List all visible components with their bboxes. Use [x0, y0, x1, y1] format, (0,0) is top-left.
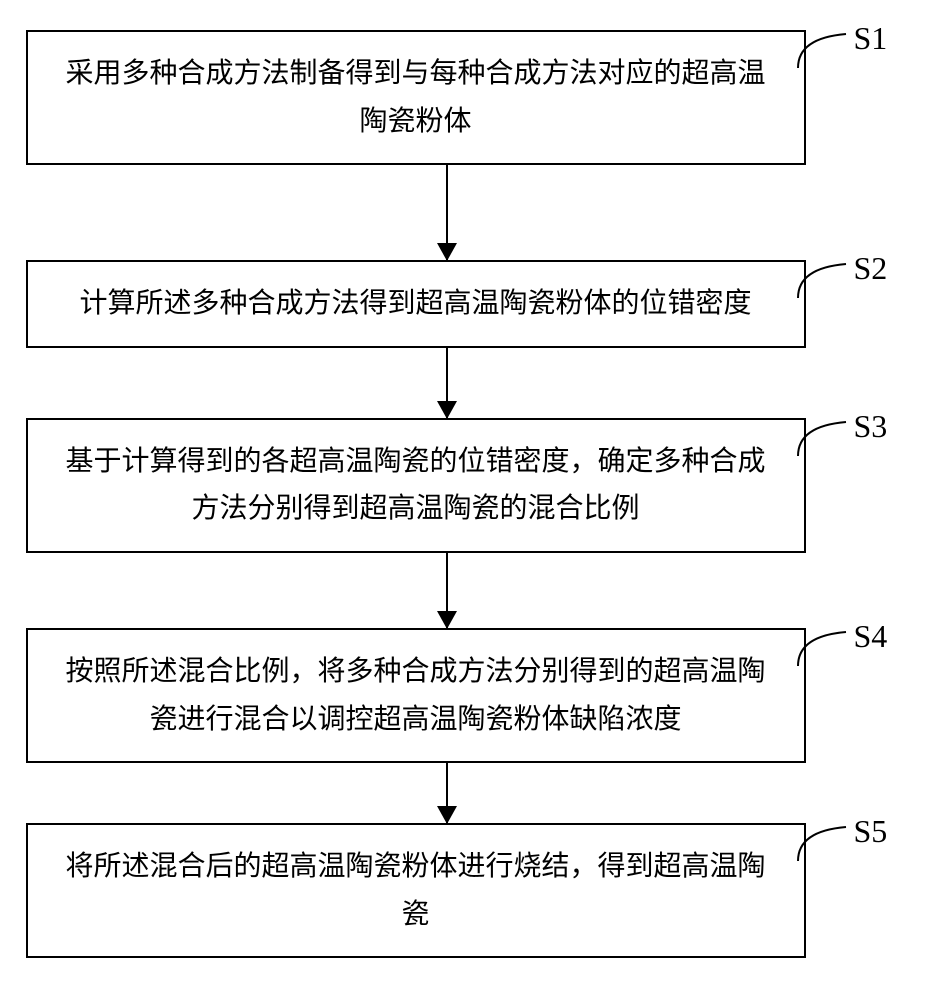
arrow-s3-s4 [446, 553, 448, 628]
step-label-s2: S2 [854, 250, 888, 287]
arrow-s4-s5 [446, 763, 448, 823]
step-box-s3: 基于计算得到的各超高温陶瓷的位错密度，确定多种合成方法分别得到超高温陶瓷的混合比… [26, 418, 806, 553]
flowchart-container: 采用多种合成方法制备得到与每种合成方法对应的超高温陶瓷粉体 S1 计算所述多种合… [26, 30, 926, 958]
arrow-s1-s2 [446, 165, 448, 260]
step-label-s4: S4 [854, 618, 888, 655]
step-box-s5: 将所述混合后的超高温陶瓷粉体进行烧结，得到超高温陶瓷 [26, 823, 806, 958]
arrow-s2-s3 [446, 348, 448, 418]
step-box-s2: 计算所述多种合成方法得到超高温陶瓷粉体的位错密度 [26, 260, 806, 348]
step-box-s4: 按照所述混合比例，将多种合成方法分别得到的超高温陶瓷进行混合以调控超高温陶瓷粉体… [26, 628, 806, 763]
step-box-s1: 采用多种合成方法制备得到与每种合成方法对应的超高温陶瓷粉体 [26, 30, 806, 165]
step-label-s1: S1 [854, 20, 888, 57]
step-label-s3: S3 [854, 408, 888, 445]
step-row-s4: 按照所述混合比例，将多种合成方法分别得到的超高温陶瓷进行混合以调控超高温陶瓷粉体… [26, 628, 926, 763]
step-row-s1: 采用多种合成方法制备得到与每种合成方法对应的超高温陶瓷粉体 S1 [26, 30, 926, 165]
step-row-s3: 基于计算得到的各超高温陶瓷的位错密度，确定多种合成方法分别得到超高温陶瓷的混合比… [26, 418, 926, 553]
step-row-s5: 将所述混合后的超高温陶瓷粉体进行烧结，得到超高温陶瓷 S5 [26, 823, 926, 958]
step-label-s5: S5 [854, 813, 888, 850]
step-row-s2: 计算所述多种合成方法得到超高温陶瓷粉体的位错密度 S2 [26, 260, 926, 348]
